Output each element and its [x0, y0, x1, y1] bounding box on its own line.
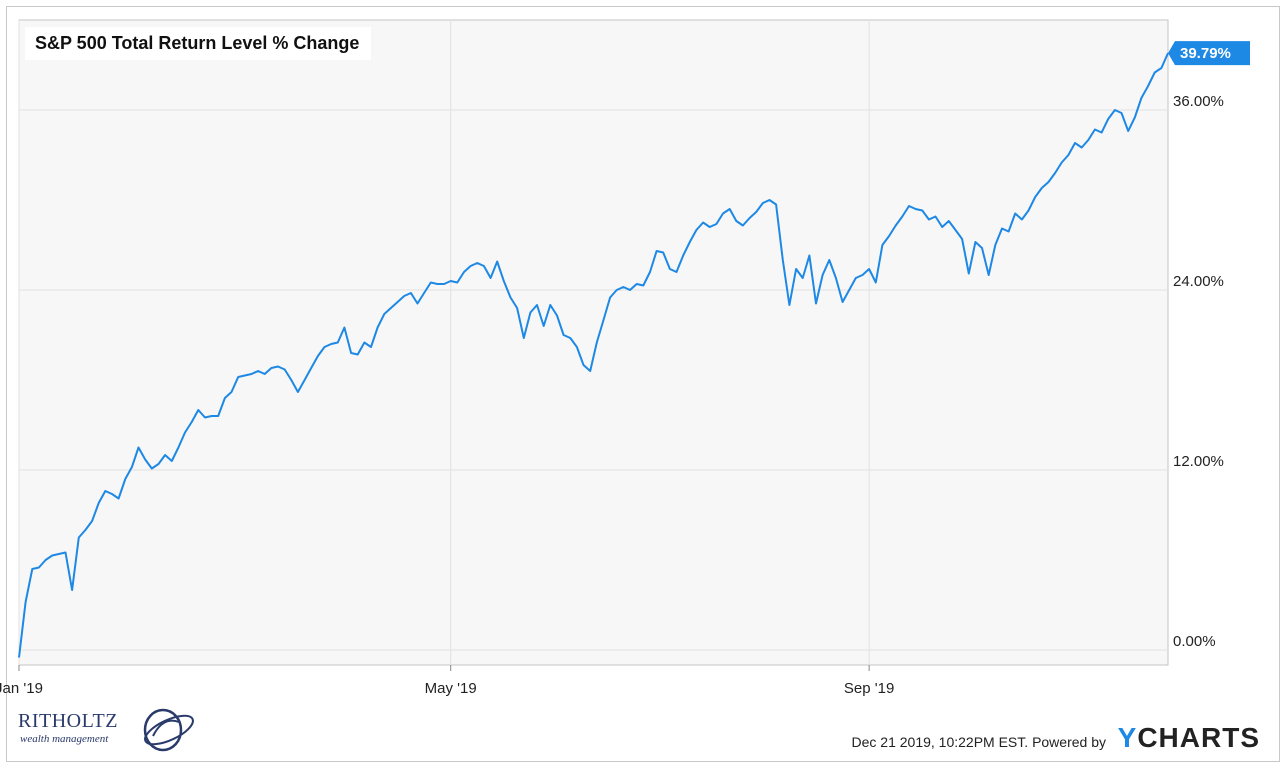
ritholtz-logo-subtitle: wealth management [20, 733, 109, 745]
series-line [18, 52, 1169, 658]
last-value-flag-shape [1168, 41, 1250, 66]
last-value-flag: 39.79% [1168, 41, 1250, 66]
ritholtz-logo: RITHOLTZ wealth management [18, 706, 208, 756]
timestamp-text: Dec 21 2019, 10:22PM EST. [851, 734, 1029, 750]
footer-timestamp: Dec 21 2019, 10:22PM EST. Powered by [852, 734, 1107, 750]
y-tick-label: 12.00% [1173, 453, 1224, 470]
y-tick-label: 0.00% [1173, 633, 1216, 650]
ycharts-logo-text: CHARTS [1137, 722, 1260, 753]
x-tick-label: Jan '19 [0, 680, 43, 697]
ritholtz-logo-name: RITHOLTZ [18, 710, 118, 732]
x-tick-label: Sep '19 [844, 680, 894, 697]
powered-by-text: Powered by [1032, 734, 1106, 750]
ritholtz-emblem-icon [143, 708, 194, 752]
chart-title: S&P 500 Total Return Level % Change [25, 27, 372, 60]
y-tick-label: 36.00% [1173, 93, 1224, 110]
ycharts-logo-y: Y [1117, 722, 1138, 753]
x-tick-label: May '19 [425, 680, 477, 697]
last-value-label: 39.79% [1180, 45, 1231, 62]
plot-area [18, 19, 1169, 666]
ycharts-logo: YCHARTS [1118, 722, 1260, 754]
y-tick-label: 24.00% [1173, 273, 1224, 290]
